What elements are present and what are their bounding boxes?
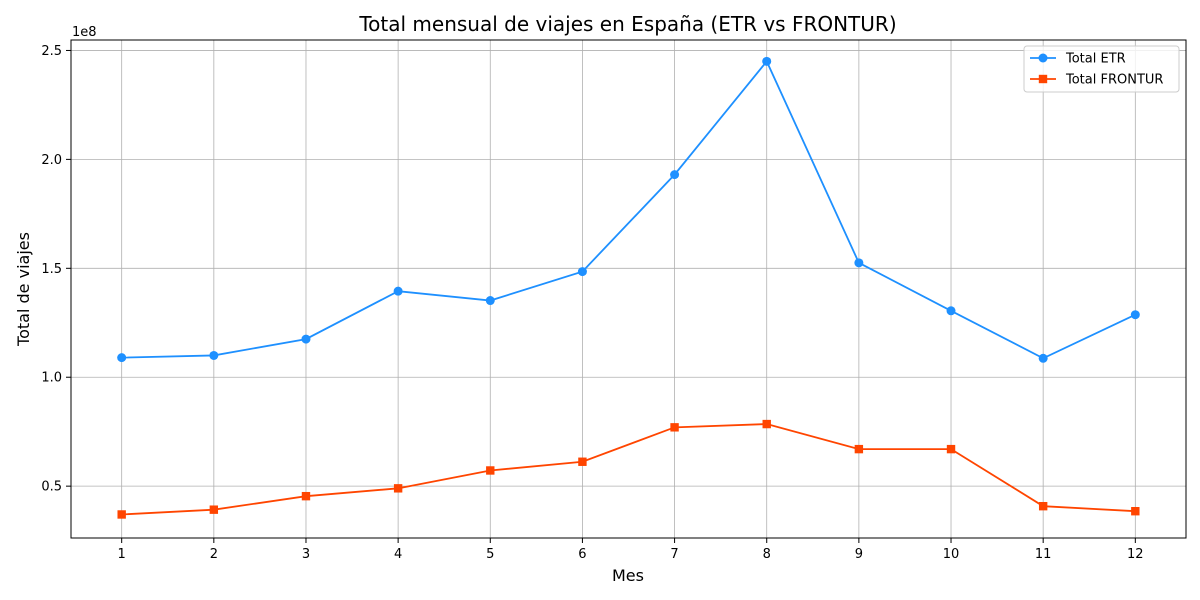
x-tick-label: 4 xyxy=(394,547,402,562)
data-point xyxy=(209,505,219,514)
data-point xyxy=(393,484,403,493)
x-tick-label: 6 xyxy=(578,547,586,562)
x-axis-title: Mes xyxy=(612,566,644,585)
y-tick-label: 2.0 xyxy=(41,153,62,168)
data-point xyxy=(1038,501,1048,511)
y-tick-label: 1.0 xyxy=(41,371,62,386)
plot-frame xyxy=(70,39,1187,539)
data-point xyxy=(209,350,219,360)
axis-ticks: 1 2 3 4 5 6 7 8 9 10 11 120.51.01.52.02.5 xyxy=(41,44,1143,562)
data-point xyxy=(670,170,680,180)
data-point xyxy=(577,267,587,277)
x-tick-label: 9 xyxy=(855,547,863,562)
data-point xyxy=(670,423,679,432)
legend: Total ETR Total FRONTUR xyxy=(1023,45,1180,93)
data-point xyxy=(854,258,864,268)
y-axis-title: Total de viajes xyxy=(14,232,33,347)
data-point xyxy=(301,334,311,344)
x-tick-label: 11 xyxy=(1035,547,1052,562)
data-point xyxy=(117,510,126,519)
data-point xyxy=(762,419,771,429)
data-point xyxy=(485,296,495,306)
legend-box xyxy=(1023,45,1180,93)
series-layer xyxy=(117,56,1140,519)
data-point xyxy=(117,353,127,363)
data-point xyxy=(393,286,403,296)
x-tick-label: 3 xyxy=(302,547,310,562)
data-point xyxy=(1130,310,1140,320)
data-point xyxy=(1038,353,1048,363)
y-tick-label: 2.5 xyxy=(41,44,62,59)
y-offset-label: 1e8 xyxy=(72,25,97,40)
x-tick-label: 5 xyxy=(486,547,494,562)
data-point xyxy=(301,491,311,501)
chart-title: Total mensual de viajes en España (ETR v… xyxy=(358,12,896,36)
data-point xyxy=(946,444,956,454)
series-line xyxy=(121,423,1136,516)
y-tick-label: 1.5 xyxy=(41,262,62,277)
data-point xyxy=(578,457,587,466)
data-point xyxy=(762,56,772,66)
x-tick-label: 8 xyxy=(763,547,771,562)
x-tick-label: 1 xyxy=(118,547,126,562)
data-point xyxy=(1131,507,1140,516)
grid-lines xyxy=(71,40,1186,538)
data-point xyxy=(946,306,956,316)
legend-marker xyxy=(1038,74,1048,84)
x-tick-label: 7 xyxy=(670,547,678,562)
legend-label: Total FRONTUR xyxy=(1065,73,1163,88)
x-tick-label: 12 xyxy=(1127,547,1144,562)
data-point xyxy=(486,466,495,475)
legend-marker xyxy=(1038,53,1048,63)
series-line xyxy=(121,59,1136,360)
x-tick-label: 10 xyxy=(943,547,960,562)
x-tick-label: 2 xyxy=(210,547,218,562)
y-tick-label: 0.5 xyxy=(41,480,62,495)
data-point xyxy=(854,444,864,454)
legend-label: Total ETR xyxy=(1065,52,1126,67)
